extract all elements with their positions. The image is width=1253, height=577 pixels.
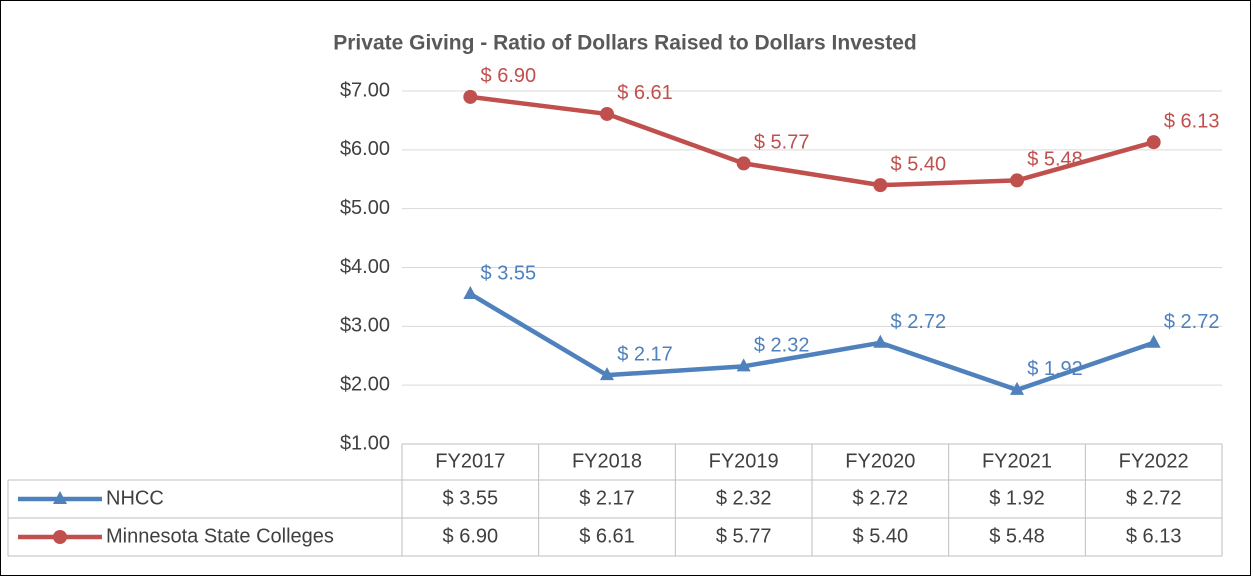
series-line <box>470 94 1155 188</box>
y-tick-label: $7.00 <box>340 79 390 101</box>
x-tick-label: FY2019 <box>709 450 779 472</box>
y-tick-label: $4.00 <box>340 256 390 278</box>
x-tick-label: FY2022 <box>1119 450 1189 472</box>
y-tick-label: $6.00 <box>340 138 390 160</box>
marker <box>463 89 478 104</box>
marker <box>1010 381 1024 395</box>
marker <box>1146 135 1161 150</box>
legend-label: Minnesota State Colleges <box>106 525 334 547</box>
data-label: $ 5.77 <box>754 132 810 154</box>
data-label: $ 2.72 <box>891 311 947 333</box>
marker <box>1010 173 1024 188</box>
marker <box>463 285 478 299</box>
table-cell: $ 6.90 <box>443 525 499 547</box>
marker <box>1146 334 1161 348</box>
table-cell: $ 5.48 <box>989 525 1045 547</box>
table-cell: $ 2.17 <box>579 487 635 509</box>
legend-label: NHCC <box>106 487 164 509</box>
marker <box>600 367 614 381</box>
data-label: $ 2.32 <box>754 335 810 357</box>
table-cell: $ 6.13 <box>1126 525 1182 547</box>
x-tick-label: FY2021 <box>982 450 1052 472</box>
table-cell: $ 6.61 <box>579 525 635 547</box>
data-label: $ 5.48 <box>1027 149 1083 171</box>
y-tick-label: $3.00 <box>340 315 390 337</box>
table-cell: $ 3.55 <box>443 487 499 509</box>
marker <box>873 334 888 348</box>
x-tick-label: FY2017 <box>435 450 505 472</box>
marker <box>736 156 751 171</box>
data-label: $ 6.90 <box>481 65 537 87</box>
series-line <box>469 292 1155 393</box>
x-tick-label: FY2020 <box>845 450 915 472</box>
data-label: $ 1.92 <box>1027 358 1083 380</box>
table-cell: $ 2.72 <box>853 487 909 509</box>
table-cell: $ 1.92 <box>989 487 1045 509</box>
y-tick-label: $5.00 <box>340 197 390 219</box>
table-cell: $ 5.77 <box>716 525 772 547</box>
data-label: $ 3.55 <box>481 262 537 284</box>
y-tick-label: $1.00 <box>340 432 390 454</box>
marker <box>600 106 614 121</box>
legend-marker <box>53 491 67 504</box>
table-cell: $ 2.32 <box>716 487 772 509</box>
data-label: $ 2.72 <box>1164 311 1220 333</box>
data-label: $ 6.61 <box>617 82 673 104</box>
marker <box>736 358 751 372</box>
y-tick-label: $2.00 <box>340 373 390 395</box>
x-tick-label: FY2018 <box>572 450 642 472</box>
data-label: $ 5.40 <box>891 153 947 175</box>
legend-marker <box>53 530 67 544</box>
chart-title: Private Giving - Ratio of Dollars Raised… <box>333 32 916 55</box>
data-label: $ 6.13 <box>1164 110 1220 132</box>
data-label: $ 2.17 <box>617 343 673 365</box>
table-cell: $ 2.72 <box>1126 487 1182 509</box>
table-cell: $ 5.40 <box>853 525 909 547</box>
marker <box>873 178 888 193</box>
